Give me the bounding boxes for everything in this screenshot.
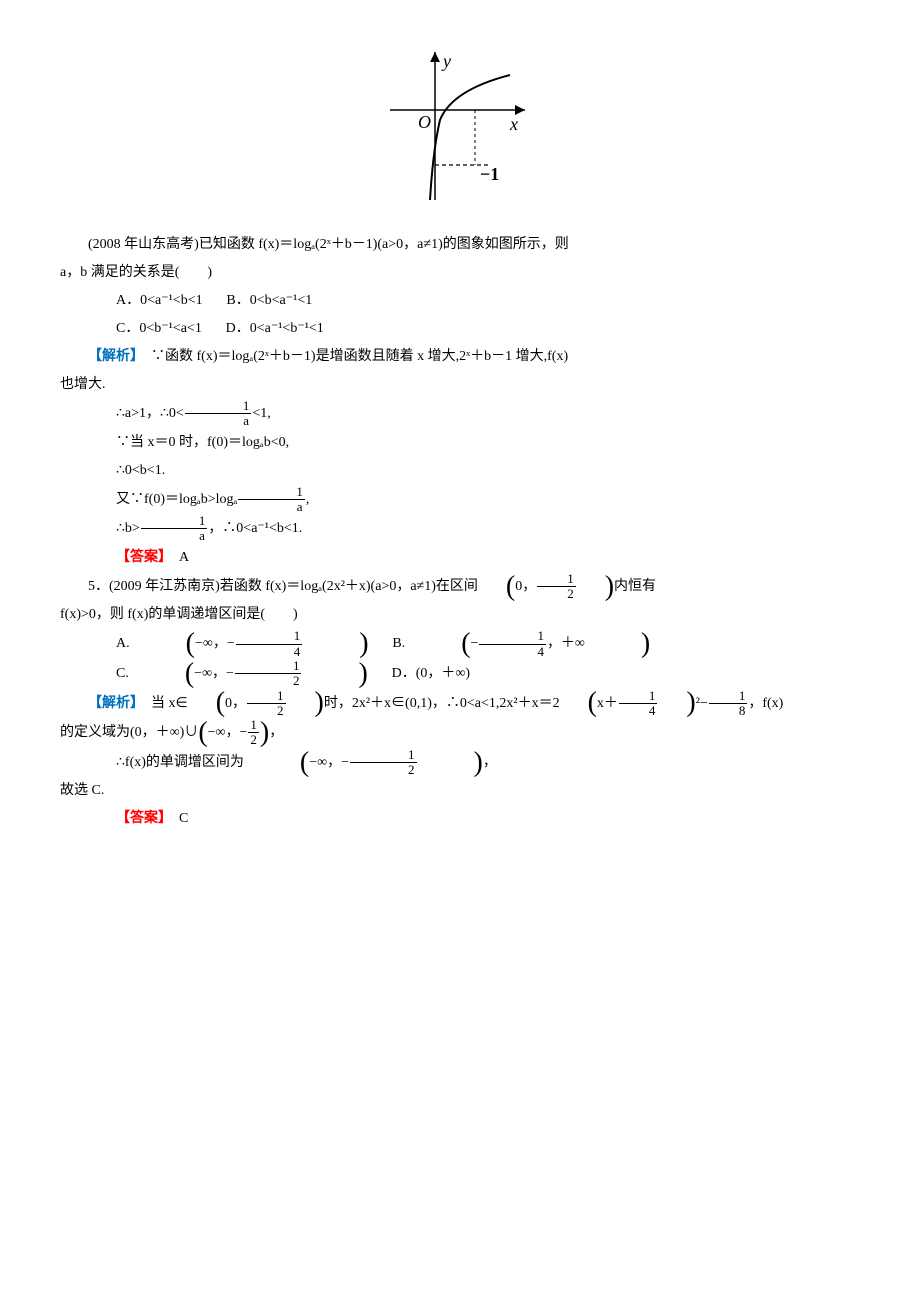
- q5-optB-lp: (: [405, 630, 470, 658]
- q5-ana3-rp: ): [418, 749, 483, 777]
- q5-optC-a: −∞，−: [194, 666, 234, 681]
- q4-step4-a: 又∵f(0)＝logₐb>logₐ: [116, 492, 237, 507]
- q5-number: 5．: [88, 579, 109, 594]
- q5-ana2-lp: (: [198, 719, 207, 747]
- q5-ana3-lp: (: [244, 749, 309, 777]
- x-axis-label: x: [509, 114, 518, 134]
- q5-ana-rp1: ): [287, 689, 324, 717]
- q5-ana-int1-a: 0，: [225, 696, 246, 711]
- q4-step5-frac: 1a: [141, 514, 208, 544]
- q5-optC-rp: ): [302, 660, 367, 688]
- y-axis-label: y: [441, 51, 451, 71]
- q4-analysis-line1: 【解析】 ∵函数 f(x)＝logₐ(2ˣ＋b－1)是增函数且随着 x 增大,2…: [60, 343, 860, 371]
- q4-step5: ∴b>1a，∴0<a⁻¹<b<1.: [60, 514, 860, 544]
- q5-stem-line1: 5．(2009 年江苏南京)若函数 f(x)＝logₐ(2x²＋x)(a>0，a…: [60, 572, 860, 602]
- q5-answer-line: 【答案】 C: [60, 805, 860, 833]
- q5-optA-label: A.: [116, 636, 130, 651]
- q4-answer: A: [179, 550, 189, 565]
- q5-ana-int2-frac: 14: [619, 689, 658, 719]
- q4-step1-a: ∴a>1，∴0<: [116, 406, 184, 421]
- q4-stem-line2: a，b 满足的关系是( ): [60, 259, 860, 287]
- analysis-label: 【解析】: [88, 349, 137, 364]
- q5-ana-b: 时，2x²＋x∈(0,1)，∴0<a<1,2x²＋x＝2: [324, 696, 560, 711]
- q4-stem-line1: (2008 年山东高考)已知函数 f(x)＝logₐ(2ˣ＋b－1)(a>0，a…: [60, 231, 860, 259]
- q5-optB-frac: 14: [479, 629, 546, 659]
- q5-analysis-line4: 故选 C.: [60, 777, 860, 805]
- q5-ana3-frac: 12: [350, 748, 417, 778]
- q5-analysis-line1: 【解析】 当 x∈(0，12)时，2x²＋x∈(0,1)，∴0<a<1,2x²＋…: [60, 689, 860, 719]
- q4-graph: y x O −1: [60, 40, 860, 221]
- q5-ana-lp2: (: [560, 689, 597, 717]
- q5-ana3-a: ∴f(x)的单调增区间为: [116, 755, 244, 770]
- q4-options-row2: C．0<b⁻¹<a<1 D．0<a⁻¹<b⁻¹<1: [60, 315, 860, 343]
- q5-options-row1: A.(−∞，−14) B.(−14，＋∞): [60, 629, 860, 659]
- q4-options-row1: A．0<a⁻¹<b<1 B．0<b<a⁻¹<1: [60, 287, 860, 315]
- q5-optA-a: −∞，−: [195, 636, 235, 651]
- q5-ana2-int-a: −∞，−: [208, 725, 248, 740]
- q4-answer-line: 【答案】 A: [60, 544, 860, 572]
- q4-step2: ∵当 x＝0 时，f(0)＝logₐb<0,: [60, 429, 860, 457]
- q5-ana-int1-frac: 12: [247, 689, 286, 719]
- q4-option-b: B．0<b<a⁻¹<1: [226, 293, 312, 308]
- q5-optA-lp: (: [130, 630, 195, 658]
- answer-label: 【答案】: [116, 811, 165, 826]
- q5-int1-frac: 12: [537, 572, 576, 602]
- q5-optB-b: ，＋∞: [547, 636, 585, 651]
- q4-step4-b: ,: [306, 492, 310, 507]
- coord-graph-svg: y x O −1: [380, 40, 540, 210]
- q5-optB-a: −: [471, 636, 479, 651]
- q5-ana-int2-a: x＋: [597, 696, 618, 711]
- q5-optB-rp: ): [585, 630, 650, 658]
- q5-analysis-line3: ∴f(x)的单调增区间为(−∞，−12)，: [60, 748, 860, 778]
- q4-option-d: D．0<a⁻¹<b⁻¹<1: [226, 321, 324, 336]
- q4-step1: ∴a>1，∴0<1a<1,: [60, 399, 860, 429]
- q5-ana-c: ²−: [696, 696, 708, 711]
- q4-step1-frac: 1a: [185, 399, 252, 429]
- q5-stem-1b: 内恒有: [614, 579, 656, 594]
- q5-optA-rp: ): [303, 630, 368, 658]
- q5-options-row2: C.(−∞，−12) D．(0，＋∞): [60, 659, 860, 689]
- q5-ana2-a: 的定义域为(0，＋∞)∪: [60, 725, 198, 740]
- q4-step4-frac: 1a: [238, 485, 305, 515]
- q4-analysis-line2: 也增大.: [60, 371, 860, 399]
- q4-option-c: C．0<b⁻¹<a<1: [116, 321, 202, 336]
- q5-ana-rp2: ): [658, 689, 695, 717]
- q4-step1-b: <1,: [252, 406, 270, 421]
- q5-ana2-frac: 12: [248, 718, 259, 748]
- origin-label: O: [418, 112, 431, 132]
- q5-ana-a: 当 x∈: [137, 696, 188, 711]
- q5-stem-1a: (2009 年江苏南京)若函数 f(x)＝logₐ(2x²＋x)(a>0，a≠1…: [109, 579, 478, 594]
- q5-ana-frac3: 18: [709, 689, 748, 719]
- q4-step5-a: ∴b>: [116, 521, 140, 536]
- q5-ana3-int-a: −∞，−: [309, 755, 349, 770]
- q5-ana-lp1: (: [188, 689, 225, 717]
- q5-optD: D．(0，＋∞): [392, 666, 470, 681]
- answer-label: 【答案】: [116, 550, 165, 565]
- q5-ana2-b: ，: [269, 725, 283, 740]
- analysis-label: 【解析】: [88, 696, 137, 711]
- q5-optC-label: C.: [116, 666, 129, 681]
- q4-step3: ∴0<b<1.: [60, 457, 860, 485]
- q5-ana-d: ，f(x): [748, 696, 783, 711]
- q4-step5-b: ，∴0<a⁻¹<b<1.: [208, 521, 302, 536]
- q5-analysis-line2: 的定义域为(0，＋∞)∪(−∞，−12)，: [60, 718, 860, 748]
- q5-optA-frac: 14: [236, 629, 303, 659]
- q4-analysis-text1: ∵函数 f(x)＝logₐ(2ˣ＋b－1)是增函数且随着 x 增大,2ˣ＋b－1…: [137, 349, 568, 364]
- q4-option-a: A．0<a⁻¹<b<1: [116, 293, 203, 308]
- q5-int1-a: 0，: [515, 579, 536, 594]
- q5-answer: C: [179, 811, 188, 826]
- q5-ana3-b: ，: [483, 755, 497, 770]
- y-axis-arrow: [430, 52, 440, 62]
- asymptote-label: −1: [480, 164, 499, 184]
- q5-optC-frac: 12: [235, 659, 302, 689]
- q4-step4: 又∵f(0)＝logₐb>logₐ1a,: [60, 485, 860, 515]
- q5-stem-line2: f(x)>0，则 f(x)的单调递增区间是( ): [60, 601, 860, 629]
- q5-optB-label: B.: [392, 636, 405, 651]
- q5-rparen-1: ): [577, 573, 614, 601]
- q5-ana2-rp: ): [260, 719, 269, 747]
- q5-optC-lp: (: [129, 660, 194, 688]
- q5-lparen-1: (: [478, 573, 515, 601]
